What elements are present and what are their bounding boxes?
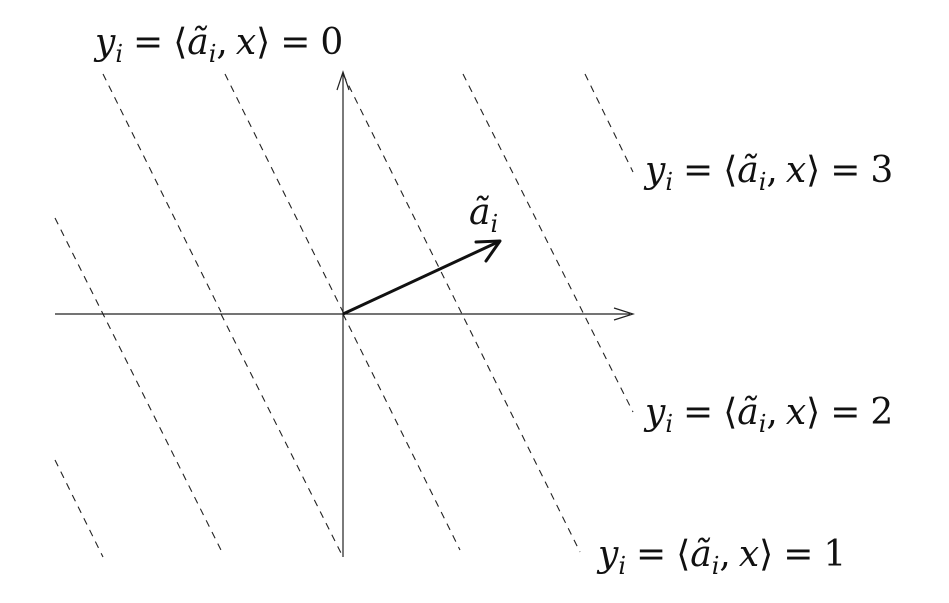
vector-arrowhead (474, 239, 502, 263)
level-line-minus-1 (54, 217, 222, 551)
level-label-1: yi = ⟨ãi, x⟩ = 1 (596, 534, 846, 580)
coordinate-axes (55, 70, 635, 557)
vector-shaft (342, 240, 499, 316)
level-line-3 (584, 73, 634, 173)
vector-a-i (342, 239, 502, 316)
level-line-2 (462, 73, 634, 413)
level-label-0: yi = ⟨ãi, x⟩ = 0 (93, 22, 343, 68)
vector-label: ãi (469, 192, 498, 238)
level-line-minus-2 (54, 459, 104, 558)
y-axis-arrowhead (336, 70, 350, 91)
level-line-minus-0-5 (102, 73, 222, 313)
level-line-0b (220, 313, 344, 558)
level-line-1 (342, 73, 581, 553)
level-lines (54, 73, 634, 558)
level-label-2: yi = ⟨ãi, x⟩ = 2 (643, 392, 893, 438)
x-axis-arrowhead (613, 307, 635, 321)
level-label-3: yi = ⟨ãi, x⟩ = 3 (643, 150, 893, 196)
level-line-0a (224, 73, 344, 313)
level-line-1b (342, 313, 461, 551)
